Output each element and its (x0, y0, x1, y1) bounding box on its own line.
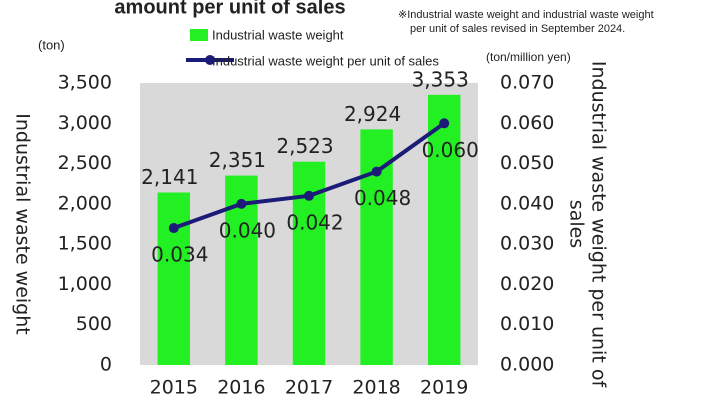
line-point (236, 198, 247, 209)
chart-title: amount per unit of sales (114, 0, 345, 18)
y2-tick-label: 0.070 (500, 72, 554, 94)
y-tick-label: 500 (76, 313, 112, 335)
data-label: 0.042 (286, 210, 343, 234)
y2-tick-label: 0.000 (500, 354, 554, 376)
y-unit: (ton) (38, 37, 65, 52)
line-point (371, 166, 382, 177)
y2-axis-label: sales (566, 200, 588, 248)
line-point (168, 223, 179, 234)
annotation: ※Industrial waste weight and industrial … (398, 9, 654, 21)
y2-tick-label: 0.040 (500, 192, 554, 214)
data-label: 0.040 (219, 218, 276, 242)
y-tick-label: 3,000 (58, 112, 112, 134)
x-tick-label: 2015 (150, 377, 198, 399)
data-label: 2,141 (141, 165, 198, 189)
legend-label: Industrial waste weight (212, 27, 344, 42)
y2-axis-label: Industrial waste weight per unit of (588, 61, 610, 389)
data-label: 2,351 (209, 148, 266, 172)
legend-swatch (205, 55, 215, 65)
y-tick-label: 0 (100, 354, 112, 376)
annotation: per unit of sales revised in September 2… (410, 23, 625, 35)
line-point (304, 190, 314, 201)
bar (157, 192, 191, 365)
bar (427, 94, 461, 366)
y2-tick-label: 0.020 (500, 273, 554, 295)
line-point (439, 118, 450, 129)
x-tick-label: 2017 (285, 377, 333, 399)
legend-swatch (190, 29, 208, 41)
data-label: 0.034 (151, 243, 208, 267)
legend-label: Industrial waste weight per unit of sale… (212, 53, 439, 68)
y2-tick-label: 0.060 (500, 112, 554, 134)
data-label: 2,523 (276, 134, 333, 158)
x-tick-label: 2018 (352, 377, 400, 399)
y-tick-label: 2,000 (58, 192, 112, 214)
data-label: 0.048 (354, 186, 411, 210)
y2-tick-label: 0.030 (500, 233, 554, 255)
data-label: 3,353 (412, 67, 469, 91)
x-tick-label: 2019 (420, 377, 468, 399)
y2-tick-label: 0.010 (500, 313, 554, 335)
y-tick-label: 1,500 (58, 233, 112, 255)
y-tick-label: 1,000 (58, 273, 112, 295)
data-label: 0.060 (422, 138, 479, 162)
y2-tick-label: 0.050 (500, 152, 554, 174)
y2-unit: (ton/million yen) (486, 50, 571, 64)
y-tick-label: 3,500 (58, 72, 112, 94)
y-axis-label: Industrial waste weight (12, 113, 34, 334)
x-tick-label: 2016 (217, 377, 265, 399)
y-tick-label: 2,500 (58, 152, 112, 174)
data-label: 2,924 (344, 102, 401, 126)
